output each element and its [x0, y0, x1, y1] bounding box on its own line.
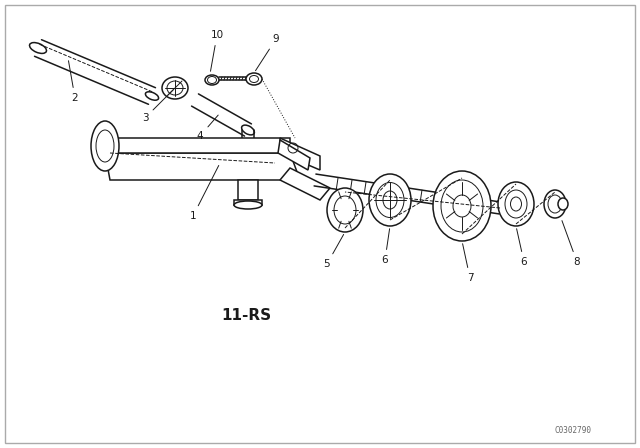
Text: 3: 3	[141, 90, 173, 123]
Polygon shape	[105, 153, 300, 180]
Ellipse shape	[369, 174, 411, 226]
Ellipse shape	[327, 188, 363, 232]
Polygon shape	[280, 138, 320, 170]
Ellipse shape	[91, 121, 119, 171]
Text: C0302790: C0302790	[554, 426, 591, 435]
Text: 6: 6	[381, 229, 390, 265]
Ellipse shape	[558, 198, 568, 210]
Polygon shape	[234, 200, 262, 205]
Ellipse shape	[162, 77, 188, 99]
Text: 5: 5	[324, 234, 344, 269]
Ellipse shape	[441, 180, 483, 232]
Text: 7: 7	[463, 244, 474, 283]
Ellipse shape	[96, 130, 114, 162]
Ellipse shape	[167, 81, 183, 95]
Text: 1: 1	[189, 165, 219, 221]
Text: 9: 9	[255, 34, 279, 71]
Ellipse shape	[242, 180, 254, 186]
Ellipse shape	[376, 182, 404, 217]
Ellipse shape	[383, 191, 397, 209]
FancyBboxPatch shape	[5, 5, 635, 443]
Ellipse shape	[246, 73, 262, 85]
Ellipse shape	[498, 182, 534, 226]
Polygon shape	[238, 180, 258, 200]
Ellipse shape	[511, 197, 522, 211]
Text: 2: 2	[68, 61, 78, 103]
Ellipse shape	[548, 195, 562, 213]
Text: 6: 6	[516, 229, 527, 267]
Ellipse shape	[205, 75, 219, 85]
Ellipse shape	[145, 92, 159, 100]
Polygon shape	[278, 140, 310, 170]
Polygon shape	[280, 168, 330, 200]
Ellipse shape	[250, 76, 259, 82]
Ellipse shape	[334, 196, 356, 224]
Ellipse shape	[544, 190, 566, 218]
Ellipse shape	[241, 125, 255, 135]
Ellipse shape	[505, 190, 527, 218]
Text: 4: 4	[196, 115, 218, 141]
Text: 8: 8	[562, 220, 580, 267]
Ellipse shape	[207, 77, 216, 83]
Text: 10: 10	[211, 30, 223, 71]
Ellipse shape	[453, 195, 471, 217]
Ellipse shape	[234, 201, 262, 209]
Text: 11-RS: 11-RS	[221, 308, 271, 323]
Polygon shape	[105, 138, 290, 153]
Ellipse shape	[29, 43, 47, 53]
Ellipse shape	[433, 171, 491, 241]
